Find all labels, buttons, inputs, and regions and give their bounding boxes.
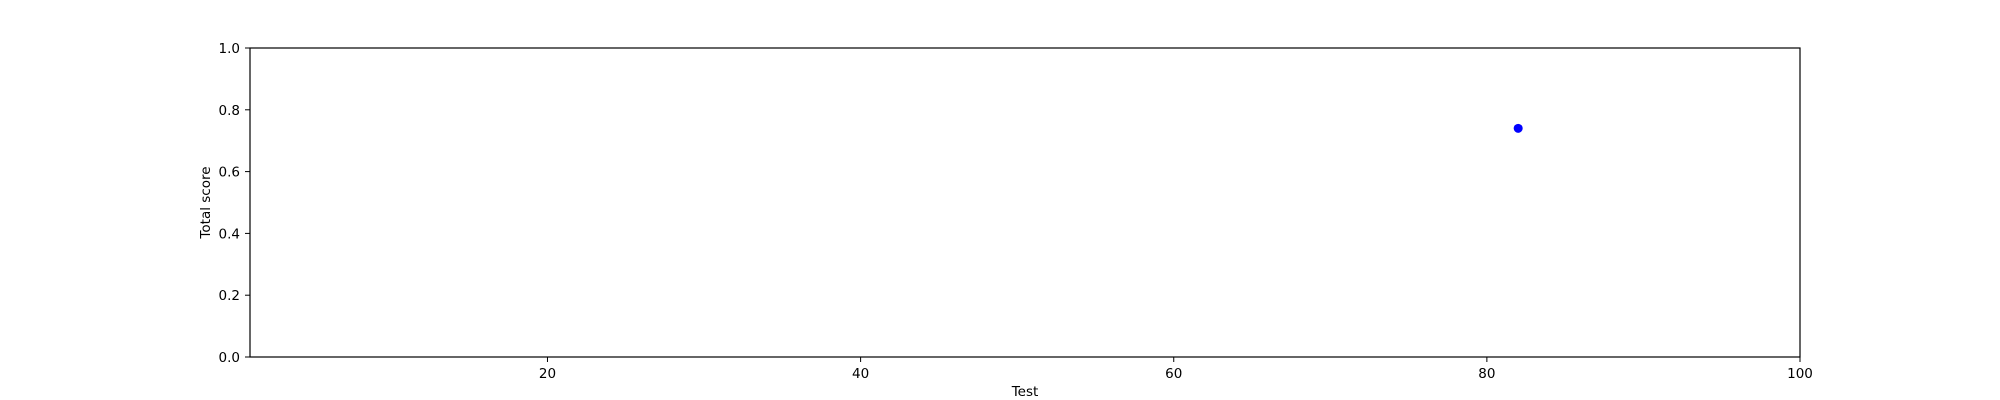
y-tick-label: 0.0	[219, 350, 240, 366]
x-tick-label: 60	[1165, 366, 1182, 382]
y-tick-label: 0.2	[219, 288, 240, 304]
data-point	[1513, 123, 1523, 133]
y-tick-label: 1.0	[219, 41, 240, 57]
y-axis-label: Total score	[198, 166, 214, 239]
y-axis-ticks: 0.0 0.2 0.4 0.6 0.8 1.0	[219, 41, 250, 366]
y-tick-label: 0.6	[219, 165, 240, 181]
y-tick-label: 0.4	[219, 226, 240, 242]
plot-area	[249, 47, 1801, 358]
x-tick-label: 80	[1478, 366, 1495, 382]
data-points	[1513, 123, 1523, 133]
y-tick-label: 0.8	[219, 103, 240, 119]
x-tick-label: 20	[539, 366, 556, 382]
x-axis-ticks: 20 40 60 80 100	[539, 357, 1813, 382]
x-axis-label: Test	[1011, 384, 1039, 400]
x-tick-label: 40	[852, 366, 869, 382]
x-tick-label: 100	[1787, 366, 1813, 382]
